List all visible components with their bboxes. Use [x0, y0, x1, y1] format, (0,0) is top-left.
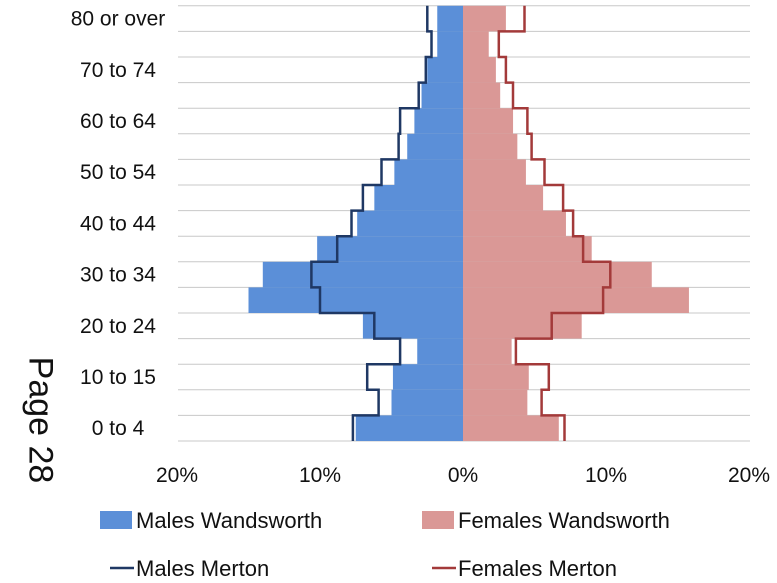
age-group-label: 50 to 54: [80, 161, 156, 184]
female-wandsworth-bar: [463, 31, 489, 57]
male-wandsworth-bar: [392, 364, 463, 390]
female-wandsworth-bar: [463, 5, 506, 32]
x-tick-label: 0%: [448, 464, 478, 487]
male-wandsworth-bar: [248, 287, 463, 313]
male-wandsworth-bar: [417, 338, 463, 365]
page-number-label: Page 28: [21, 356, 60, 484]
age-group-label: 40 to 44: [80, 212, 156, 235]
female-wandsworth-bar: [463, 159, 526, 185]
age-group-label: 80 or over: [71, 8, 166, 31]
legend-swatch: [422, 511, 454, 529]
age-group-label: 70 to 74: [80, 59, 156, 82]
age-group-label: 30 to 34: [80, 264, 156, 287]
male-wandsworth-bar: [394, 159, 463, 185]
female-wandsworth-bar: [463, 338, 512, 365]
age-group-label: 20 to 24: [80, 315, 156, 338]
female-wandsworth-bar: [463, 364, 529, 390]
female-wandsworth-bar: [463, 82, 501, 109]
male-wandsworth-bar: [421, 82, 463, 109]
legend: Males Wandsworth Females Wandsworth Males …: [100, 508, 670, 581]
males-merton-line: [310, 5, 433, 441]
legend-label: Males Merton: [136, 556, 269, 581]
legend-label: Females Wandsworth: [458, 508, 670, 533]
x-tick-label: 10%: [299, 464, 341, 487]
age-group-labels: 0 to 4 10 to 15 20 to 24 30 to 34 40 to 44 50…: [71, 8, 166, 441]
female-wandsworth-bar: [463, 261, 652, 288]
male-wandsworth-bar: [362, 313, 463, 339]
legend-label: Females Merton: [458, 556, 617, 581]
male-wandsworth-bar: [391, 389, 463, 416]
age-group-label: 60 to 64: [80, 110, 156, 133]
x-tick-label: 10%: [585, 464, 627, 487]
male-wandsworth-bar: [374, 185, 463, 211]
female-wandsworth-bar: [463, 185, 544, 211]
female-wandsworth-bar: [463, 415, 559, 441]
merton-lines: [310, 5, 612, 441]
male-wandsworth-bar: [414, 108, 463, 134]
female-wandsworth-bar: [463, 287, 689, 313]
male-wandsworth-bar: [357, 210, 463, 237]
male-wandsworth-bar: [427, 57, 463, 83]
male-wandsworth-bar: [355, 415, 463, 441]
female-wandsworth-bar: [463, 210, 566, 237]
male-wandsworth-bar: [437, 5, 463, 32]
female-wandsworth-bar: [463, 389, 528, 416]
male-wandsworth-bar: [317, 236, 463, 262]
female-wandsworth-bar: [463, 108, 514, 134]
legend-swatch: [100, 511, 132, 529]
female-wandsworth-bar: [463, 133, 518, 160]
x-axis-tick-labels: 20% 10% 0% 10% 20%: [156, 464, 770, 487]
female-wandsworth-bar: [463, 313, 582, 339]
legend-label: Males Wandsworth: [136, 508, 322, 533]
male-wandsworth-bar: [437, 31, 463, 57]
bars: [248, 5, 689, 441]
females-merton-line: [497, 5, 612, 441]
male-wandsworth-bar: [262, 261, 463, 288]
female-wandsworth-bar: [463, 57, 496, 83]
age-group-label: 0 to 4: [92, 417, 145, 440]
age-group-label: 10 to 15: [80, 366, 156, 389]
female-wandsworth-bar: [463, 236, 592, 262]
x-tick-label: 20%: [156, 464, 198, 487]
x-tick-label: 20%: [728, 464, 770, 487]
male-wandsworth-bar: [407, 133, 463, 160]
